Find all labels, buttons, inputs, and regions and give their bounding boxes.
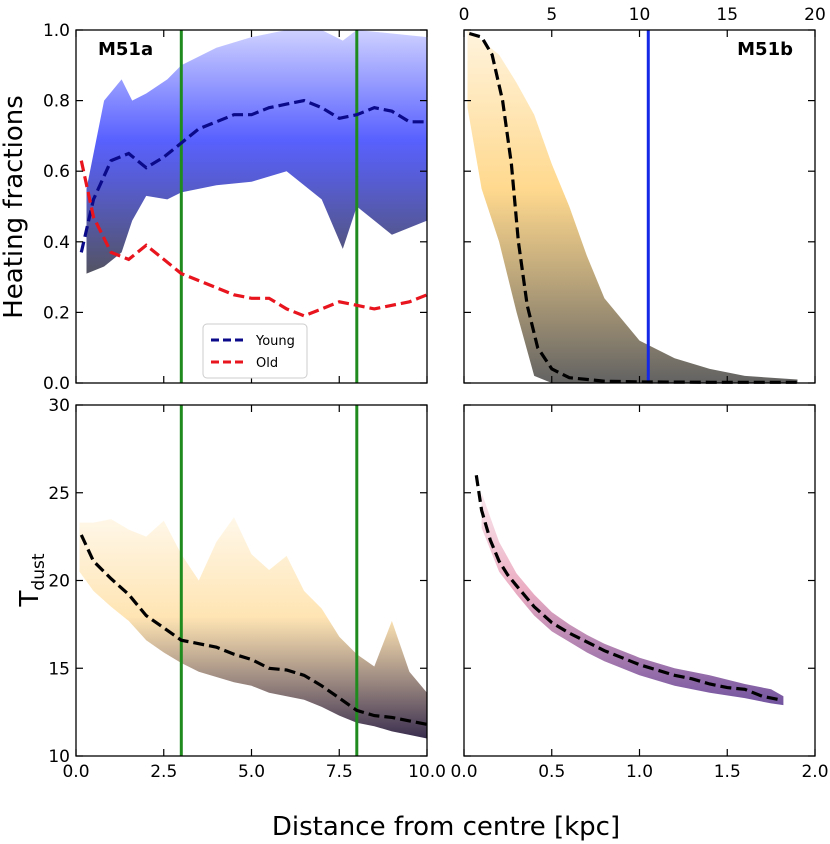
m51b-tdust-xtick-label: 1.5 [714, 762, 741, 782]
m51b-heating-xtick-label: 10 [629, 5, 651, 25]
m51a-heating-ytick-label: 0.0 [43, 374, 70, 394]
m51a-tdust-xtick-label: 2.5 [150, 762, 177, 782]
m51b-tdust-xtick-label: 1.0 [626, 762, 653, 782]
m51a-tdust-xtick-label: 5.0 [238, 762, 265, 782]
legend: Young Old [202, 323, 308, 379]
x-axis-label: Distance from centre [kpc] [272, 812, 620, 842]
m51b-heating-xtick-label: 0 [459, 5, 470, 25]
m51b-heating-series-0 [468, 31, 798, 384]
m51a-tdust-ytick-label: 30 [48, 396, 70, 416]
m51a-heating-density-band [86, 30, 427, 274]
m51a-tdust-xtick-label: 10.0 [408, 762, 446, 782]
legend-label-old: Old [256, 356, 278, 371]
m51b-tdust-panel: 0.0 0.5 1.0 1.5 2.0 [450, 404, 829, 782]
m51b-tdust-xtick-label: 0.5 [538, 762, 565, 782]
m51b-tdust-xtick-label: 2.0 [801, 762, 828, 782]
m51b-tdust-series-0 [474, 474, 781, 702]
m51a-tdust-xtick-label: 7.5 [326, 762, 353, 782]
y-axis-label-tdust: Tdust [15, 553, 49, 607]
legend-label-young: Young [255, 334, 295, 349]
m51a-tdust-ytick-label: 10 [48, 747, 70, 767]
m51b-heating-title: M51b [737, 39, 793, 60]
m51b-heating-density-band [467, 30, 798, 383]
m51b-tdust-xtick-label: 0.0 [450, 762, 477, 782]
y-axis-label-heating-fractions: Heating fractions [0, 95, 29, 319]
m51a-heating-ytick-label: 1.0 [43, 21, 70, 41]
legend-box [202, 323, 308, 379]
m51a-heating-ytick-label: 0.4 [43, 233, 70, 253]
m51b-heating-xtick-label: 20 [804, 5, 826, 25]
m51b-heating-panel: 0 5 10 15 20 M51b [459, 5, 826, 384]
svg-text:Tdust: Tdust [15, 553, 49, 607]
m51a-tdust-ytick-label: 15 [48, 659, 70, 679]
m51a-heating-series-old [79, 160, 428, 318]
m51a-tdust-density-band [79, 517, 427, 739]
m51a-tdust-xtick-label: 0.0 [62, 762, 89, 782]
m51a-tdust-panel: 0.0 2.5 5.0 7.5 10.0 10 15 20 25 30 [48, 396, 446, 782]
m51a-heating-ytick-label: 0.2 [43, 303, 70, 323]
m51a-heating-panel: 0.0 0.2 0.4 0.6 0.8 1.0 M51a Young Old [43, 21, 428, 394]
m51a-heating-ytick-label: 0.6 [43, 162, 70, 182]
m51a-tdust-series-0 [79, 534, 428, 726]
m51a-heating-series-young [79, 98, 427, 253]
m51b-heating-xtick-label: 5 [546, 5, 557, 25]
m51a-heating-title: M51a [98, 39, 153, 60]
m51a-heating-ytick-label: 0.8 [43, 92, 70, 112]
m51a-tdust-ytick-label: 25 [48, 484, 70, 504]
m51a-tdust-ytick-label: 20 [48, 572, 70, 592]
m51b-heating-xtick-label: 15 [716, 5, 738, 25]
